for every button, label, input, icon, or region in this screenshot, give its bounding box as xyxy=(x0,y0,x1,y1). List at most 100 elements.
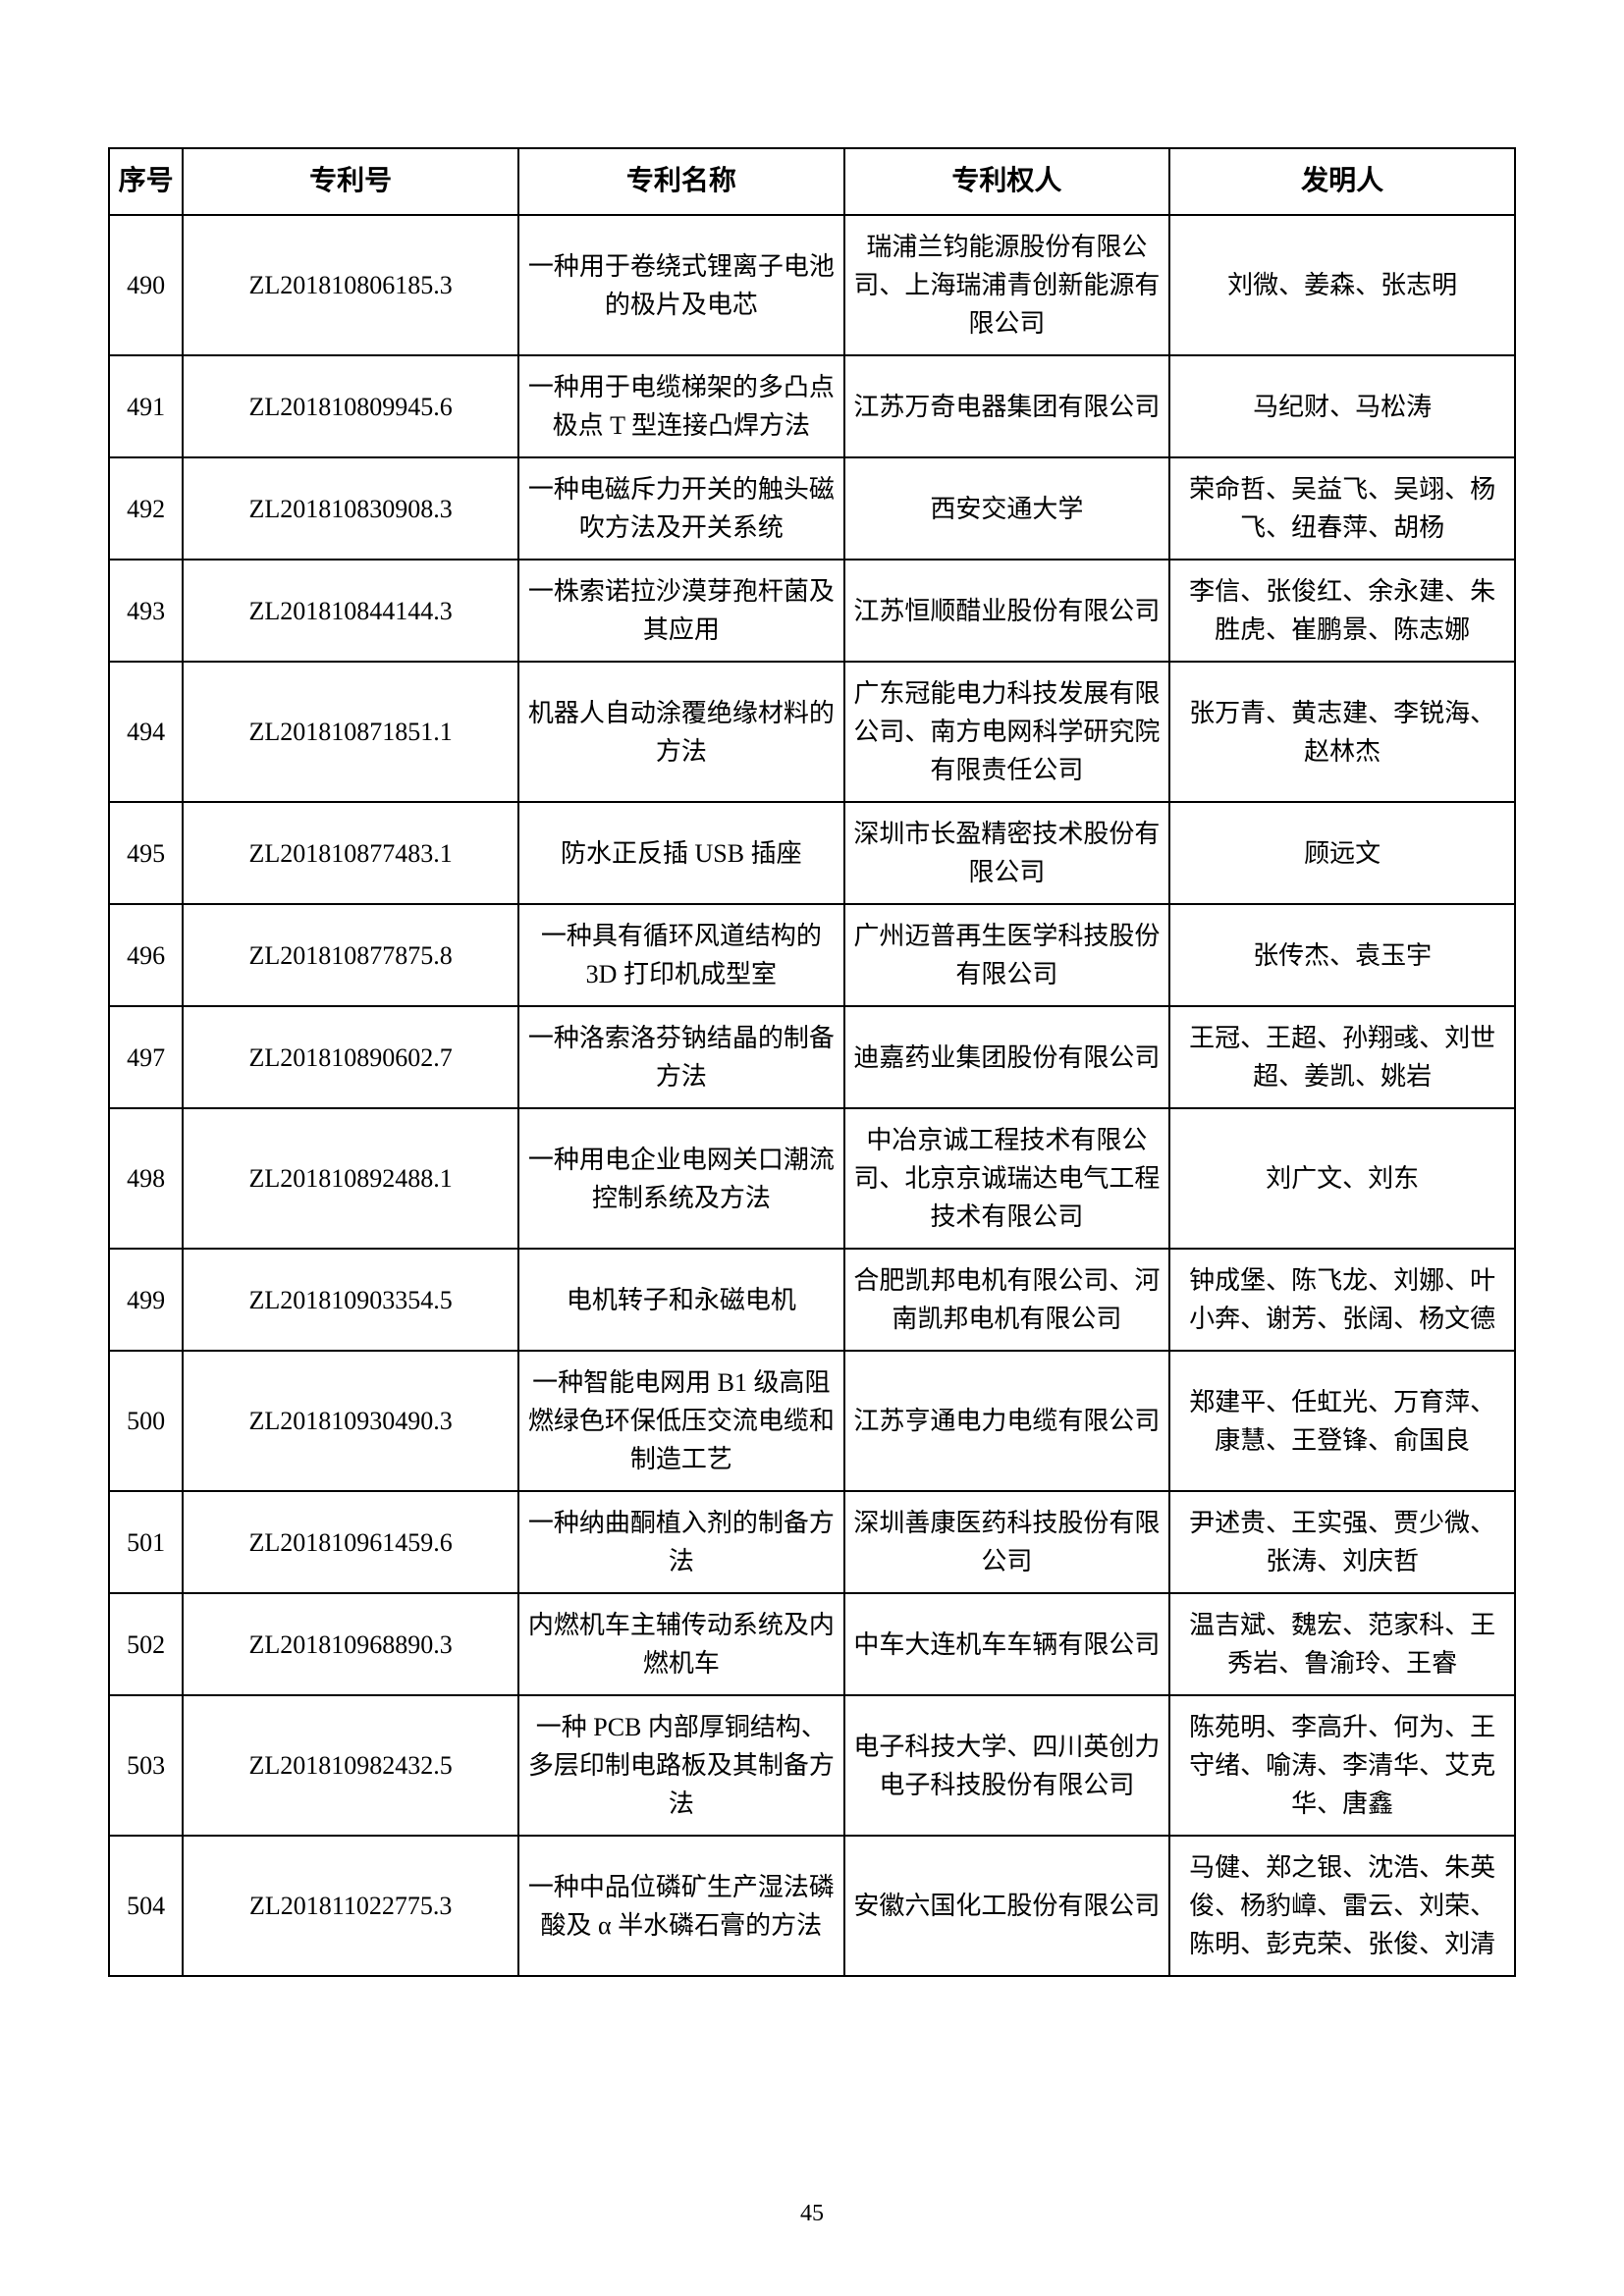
table-row: 500ZL201810930490.3一种智能电网用 B1 级高阻燃绿色环保低压… xyxy=(109,1351,1515,1491)
cell-seq: 496 xyxy=(109,904,183,1006)
cell-name: 一种用于电缆梯架的多凸点极点 T 型连接凸焊方法 xyxy=(518,355,844,457)
cell-name: 一种纳曲酮植入剂的制备方法 xyxy=(518,1491,844,1593)
cell-holder: 江苏万奇电器集团有限公司 xyxy=(844,355,1170,457)
cell-seq: 499 xyxy=(109,1249,183,1351)
cell-seq: 493 xyxy=(109,560,183,662)
cell-patent-no: ZL201810871851.1 xyxy=(183,662,518,802)
table-row: 498ZL201810892488.1一种用电企业电网关口潮流控制系统及方法中冶… xyxy=(109,1108,1515,1249)
cell-name: 一种洛索洛芬钠结晶的制备方法 xyxy=(518,1006,844,1108)
cell-inventor: 刘微、姜森、张志明 xyxy=(1169,215,1515,355)
cell-name: 防水正反插 USB 插座 xyxy=(518,802,844,904)
cell-inventor: 张万青、黄志建、李锐海、赵林杰 xyxy=(1169,662,1515,802)
cell-holder: 深圳善康医药科技股份有限公司 xyxy=(844,1491,1170,1593)
cell-inventor: 郑建平、任虹光、万育萍、康慧、王登锋、俞国良 xyxy=(1169,1351,1515,1491)
cell-seq: 494 xyxy=(109,662,183,802)
cell-inventor: 张传杰、袁玉宇 xyxy=(1169,904,1515,1006)
cell-patent-no: ZL201810830908.3 xyxy=(183,457,518,560)
table-row: 490ZL201810806185.3一种用于卷绕式锂离子电池的极片及电芯瑞浦兰… xyxy=(109,215,1515,355)
cell-name: 一种智能电网用 B1 级高阻燃绿色环保低压交流电缆和制造工艺 xyxy=(518,1351,844,1491)
cell-seq: 490 xyxy=(109,215,183,355)
cell-patent-no: ZL201810961459.6 xyxy=(183,1491,518,1593)
cell-inventor: 李信、张俊红、余永建、朱胜虎、崔鹏景、陈志娜 xyxy=(1169,560,1515,662)
table-row: 504ZL201811022775.3一种中品位磷矿生产湿法磷酸及 α 半水磷石… xyxy=(109,1836,1515,1976)
cell-seq: 503 xyxy=(109,1695,183,1836)
page-number: 45 xyxy=(0,2201,1624,2227)
header-name: 专利名称 xyxy=(518,148,844,215)
cell-seq: 500 xyxy=(109,1351,183,1491)
patent-table: 序号 专利号 专利名称 专利权人 发明人 490ZL201810806185.3… xyxy=(108,147,1516,1977)
cell-holder: 安徽六国化工股份有限公司 xyxy=(844,1836,1170,1976)
cell-patent-no: ZL201810844144.3 xyxy=(183,560,518,662)
table-row: 499ZL201810903354.5电机转子和永磁电机合肥凯邦电机有限公司、河… xyxy=(109,1249,1515,1351)
cell-holder: 深圳市长盈精密技术股份有限公司 xyxy=(844,802,1170,904)
table-body: 490ZL201810806185.3一种用于卷绕式锂离子电池的极片及电芯瑞浦兰… xyxy=(109,215,1515,1976)
cell-name: 一种用电企业电网关口潮流控制系统及方法 xyxy=(518,1108,844,1249)
cell-patent-no: ZL201810892488.1 xyxy=(183,1108,518,1249)
cell-holder: 合肥凯邦电机有限公司、河南凯邦电机有限公司 xyxy=(844,1249,1170,1351)
cell-inventor: 尹述贵、王实强、贾少微、张涛、刘庆哲 xyxy=(1169,1491,1515,1593)
cell-holder: 中车大连机车车辆有限公司 xyxy=(844,1593,1170,1695)
cell-inventor: 钟成堡、陈飞龙、刘娜、叶小奔、谢芳、张阔、杨文德 xyxy=(1169,1249,1515,1351)
cell-inventor: 陈苑明、李高升、何为、王守绪、喻涛、李清华、艾克华、唐鑫 xyxy=(1169,1695,1515,1836)
table-row: 494ZL201810871851.1机器人自动涂覆绝缘材料的方法广东冠能电力科… xyxy=(109,662,1515,802)
cell-holder: 江苏亨通电力电缆有限公司 xyxy=(844,1351,1170,1491)
cell-name: 电机转子和永磁电机 xyxy=(518,1249,844,1351)
cell-name: 内燃机车主辅传动系统及内燃机车 xyxy=(518,1593,844,1695)
cell-name: 一种 PCB 内部厚铜结构、多层印制电路板及其制备方法 xyxy=(518,1695,844,1836)
cell-holder: 广州迈普再生医学科技股份有限公司 xyxy=(844,904,1170,1006)
cell-seq: 495 xyxy=(109,802,183,904)
table-row: 493ZL201810844144.3一株索诺拉沙漠芽孢杆菌及其应用江苏恒顺醋业… xyxy=(109,560,1515,662)
cell-patent-no: ZL201810930490.3 xyxy=(183,1351,518,1491)
cell-name: 机器人自动涂覆绝缘材料的方法 xyxy=(518,662,844,802)
cell-patent-no: ZL201810982432.5 xyxy=(183,1695,518,1836)
cell-holder: 电子科技大学、四川英创力电子科技股份有限公司 xyxy=(844,1695,1170,1836)
cell-holder: 中冶京诚工程技术有限公司、北京京诚瑞达电气工程技术有限公司 xyxy=(844,1108,1170,1249)
table-row: 496ZL201810877875.8一种具有循环风道结构的 3D 打印机成型室… xyxy=(109,904,1515,1006)
header-patent-no: 专利号 xyxy=(183,148,518,215)
cell-seq: 504 xyxy=(109,1836,183,1976)
cell-seq: 498 xyxy=(109,1108,183,1249)
cell-holder: 西安交通大学 xyxy=(844,457,1170,560)
table-row: 501ZL201810961459.6一种纳曲酮植入剂的制备方法深圳善康医药科技… xyxy=(109,1491,1515,1593)
table-row: 503ZL201810982432.5一种 PCB 内部厚铜结构、多层印制电路板… xyxy=(109,1695,1515,1836)
header-inventor: 发明人 xyxy=(1169,148,1515,215)
cell-inventor: 温吉斌、魏宏、范家科、王秀岩、鲁渝玲、王睿 xyxy=(1169,1593,1515,1695)
table-header: 序号 专利号 专利名称 专利权人 发明人 xyxy=(109,148,1515,215)
cell-patent-no: ZL201811022775.3 xyxy=(183,1836,518,1976)
cell-patent-no: ZL201810968890.3 xyxy=(183,1593,518,1695)
cell-name: 一种中品位磷矿生产湿法磷酸及 α 半水磷石膏的方法 xyxy=(518,1836,844,1976)
cell-holder: 瑞浦兰钧能源股份有限公司、上海瑞浦青创新能源有限公司 xyxy=(844,215,1170,355)
cell-patent-no: ZL201810903354.5 xyxy=(183,1249,518,1351)
document-page: 序号 专利号 专利名称 专利权人 发明人 490ZL201810806185.3… xyxy=(0,0,1624,2296)
cell-seq: 502 xyxy=(109,1593,183,1695)
cell-holder: 迪嘉药业集团股份有限公司 xyxy=(844,1006,1170,1108)
cell-patent-no: ZL201810809945.6 xyxy=(183,355,518,457)
table-row: 491ZL201810809945.6一种用于电缆梯架的多凸点极点 T 型连接凸… xyxy=(109,355,1515,457)
cell-inventor: 马健、郑之银、沈浩、朱英俊、杨豹嶂、雷云、刘荣、陈明、彭克荣、张俊、刘清 xyxy=(1169,1836,1515,1976)
header-seq: 序号 xyxy=(109,148,183,215)
cell-patent-no: ZL201810877483.1 xyxy=(183,802,518,904)
cell-patent-no: ZL201810806185.3 xyxy=(183,215,518,355)
cell-name: 一种电磁斥力开关的触头磁吹方法及开关系统 xyxy=(518,457,844,560)
cell-patent-no: ZL201810877875.8 xyxy=(183,904,518,1006)
cell-holder: 广东冠能电力科技发展有限公司、南方电网科学研究院有限责任公司 xyxy=(844,662,1170,802)
cell-inventor: 刘广文、刘东 xyxy=(1169,1108,1515,1249)
table-row: 492ZL201810830908.3一种电磁斥力开关的触头磁吹方法及开关系统西… xyxy=(109,457,1515,560)
cell-inventor: 荣命哲、吴益飞、吴翊、杨飞、纽春萍、胡杨 xyxy=(1169,457,1515,560)
cell-holder: 江苏恒顺醋业股份有限公司 xyxy=(844,560,1170,662)
cell-name: 一株索诺拉沙漠芽孢杆菌及其应用 xyxy=(518,560,844,662)
cell-inventor: 王冠、王超、孙翔彧、刘世超、姜凯、姚岩 xyxy=(1169,1006,1515,1108)
table-row: 502ZL201810968890.3内燃机车主辅传动系统及内燃机车中车大连机车… xyxy=(109,1593,1515,1695)
cell-seq: 491 xyxy=(109,355,183,457)
cell-inventor: 顾远文 xyxy=(1169,802,1515,904)
table-row: 495ZL201810877483.1防水正反插 USB 插座深圳市长盈精密技术… xyxy=(109,802,1515,904)
header-holder: 专利权人 xyxy=(844,148,1170,215)
cell-name: 一种用于卷绕式锂离子电池的极片及电芯 xyxy=(518,215,844,355)
cell-seq: 497 xyxy=(109,1006,183,1108)
cell-name: 一种具有循环风道结构的 3D 打印机成型室 xyxy=(518,904,844,1006)
table-row: 497ZL201810890602.7一种洛索洛芬钠结晶的制备方法迪嘉药业集团股… xyxy=(109,1006,1515,1108)
cell-seq: 492 xyxy=(109,457,183,560)
cell-inventor: 马纪财、马松涛 xyxy=(1169,355,1515,457)
cell-patent-no: ZL201810890602.7 xyxy=(183,1006,518,1108)
cell-seq: 501 xyxy=(109,1491,183,1593)
